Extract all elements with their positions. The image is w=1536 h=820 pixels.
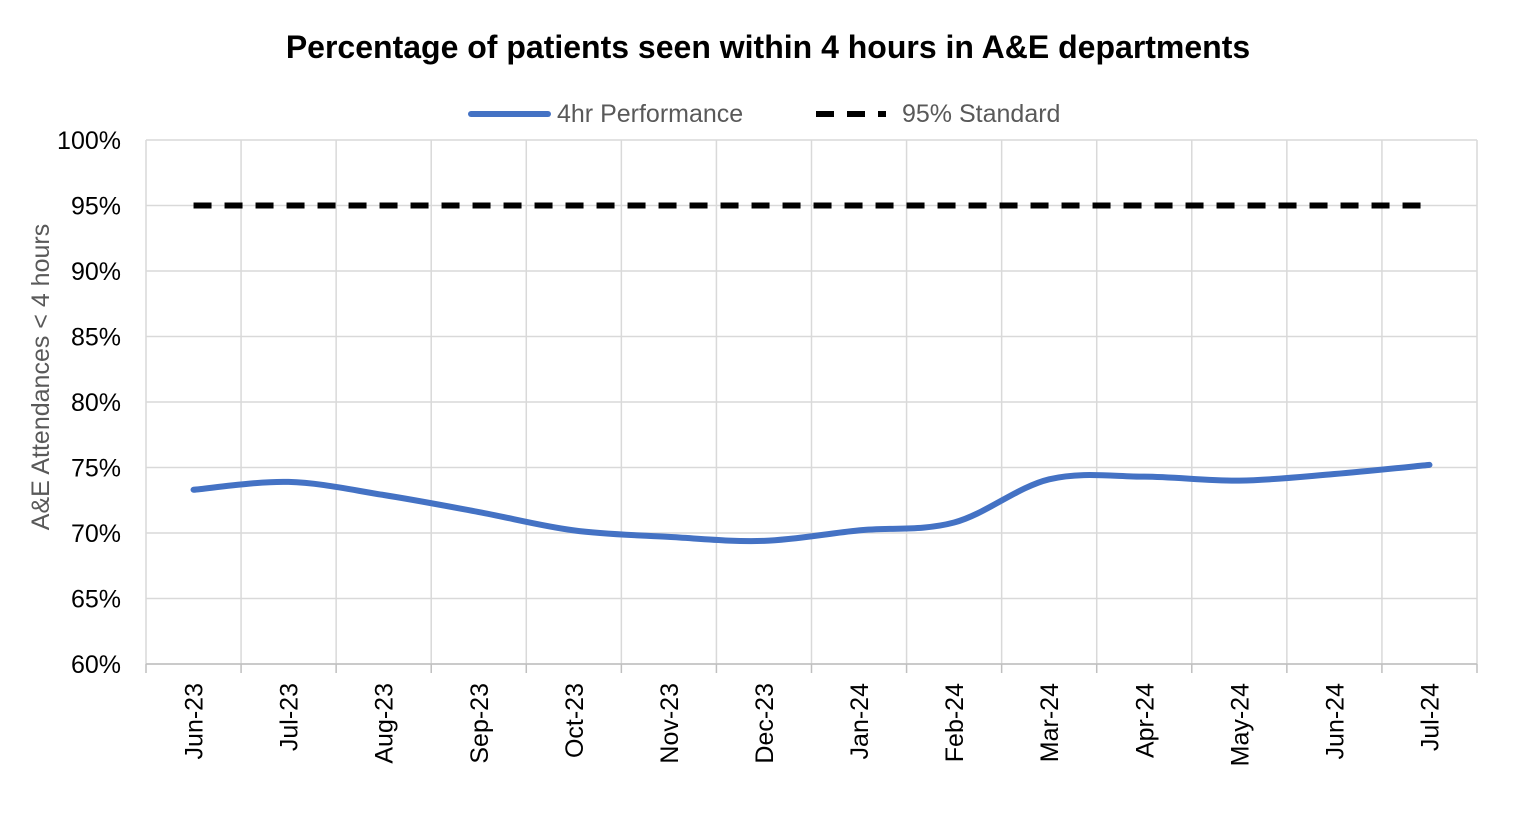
x-tick-label: Jun-24 — [1321, 683, 1349, 760]
data-point — [761, 203, 767, 209]
x-tick-label: Jul-23 — [276, 683, 304, 751]
y-tick-label: 100% — [57, 127, 121, 155]
y-tick-label: 60% — [71, 651, 121, 679]
series-line-4hr-performance — [190, 461, 1433, 545]
data-point — [1236, 203, 1242, 209]
x-tick-label: Jun-23 — [181, 683, 209, 759]
data-point — [1046, 476, 1052, 482]
data-point — [1141, 203, 1147, 209]
y-tick-label: 95% — [71, 193, 121, 221]
x-tick-label: Aug-23 — [371, 683, 399, 764]
x-tick-label: Feb-24 — [941, 683, 969, 762]
data-point — [476, 203, 482, 209]
data-point — [286, 479, 292, 485]
y-tick-label: 90% — [71, 258, 121, 286]
data-point — [666, 534, 672, 540]
data-point — [1236, 478, 1242, 484]
legend-label-4hr-performance: 4hr Performance — [557, 100, 743, 128]
x-tick-label: Nov-23 — [656, 683, 684, 764]
data-point — [761, 538, 767, 544]
data-point — [571, 527, 577, 533]
y-tick-label: 65% — [71, 586, 121, 614]
y-tick-label: 70% — [71, 520, 121, 548]
data-point — [1331, 203, 1337, 209]
data-point — [191, 203, 197, 209]
y-tick-label: 85% — [71, 324, 121, 352]
y-axis-title: A&E Attendances < 4 hours — [27, 224, 55, 530]
chart-title: Percentage of patients seen within 4 hou… — [286, 29, 1250, 65]
data-point — [1331, 471, 1337, 477]
data-point — [381, 492, 387, 498]
data-point — [856, 203, 862, 209]
data-point — [1426, 203, 1432, 209]
data-point — [1426, 462, 1432, 468]
data-point — [951, 520, 957, 526]
data-point — [1046, 203, 1052, 209]
data-point — [571, 203, 577, 209]
data-point — [381, 203, 387, 209]
y-tick-label: 75% — [71, 455, 121, 483]
x-tick-label: Sep-23 — [466, 683, 494, 764]
x-tick-label: Dec-23 — [751, 683, 779, 764]
x-tick-label: Apr-24 — [1131, 683, 1159, 758]
y-tick-label: 80% — [71, 389, 121, 417]
data-point — [951, 203, 957, 209]
legend: 4hr Performance 95% Standard — [468, 100, 1060, 128]
data-point — [476, 509, 482, 515]
y-axis-ticks: 60% 65% 70% 75% 80% 85% 90% 95% 100% — [57, 127, 121, 679]
series-layer — [190, 202, 1433, 545]
x-tick-label: Oct-23 — [561, 683, 589, 758]
data-point — [1141, 474, 1147, 480]
x-tick-label: May-24 — [1226, 683, 1254, 766]
data-point — [191, 487, 197, 493]
legend-label-95-standard: 95% Standard — [902, 100, 1060, 128]
x-tick-label: Jan-24 — [846, 683, 874, 760]
data-point — [666, 203, 672, 209]
x-tick-label: Jul-24 — [1416, 683, 1444, 751]
data-point — [856, 527, 862, 533]
x-axis-ticks: Jun-23 Jul-23 Aug-23 Sep-23 Oct-23 Nov-23 Dec-… — [181, 683, 1445, 766]
x-tick-label: Mar-24 — [1036, 683, 1064, 762]
grid — [145, 139, 1478, 673]
data-point — [286, 203, 292, 209]
